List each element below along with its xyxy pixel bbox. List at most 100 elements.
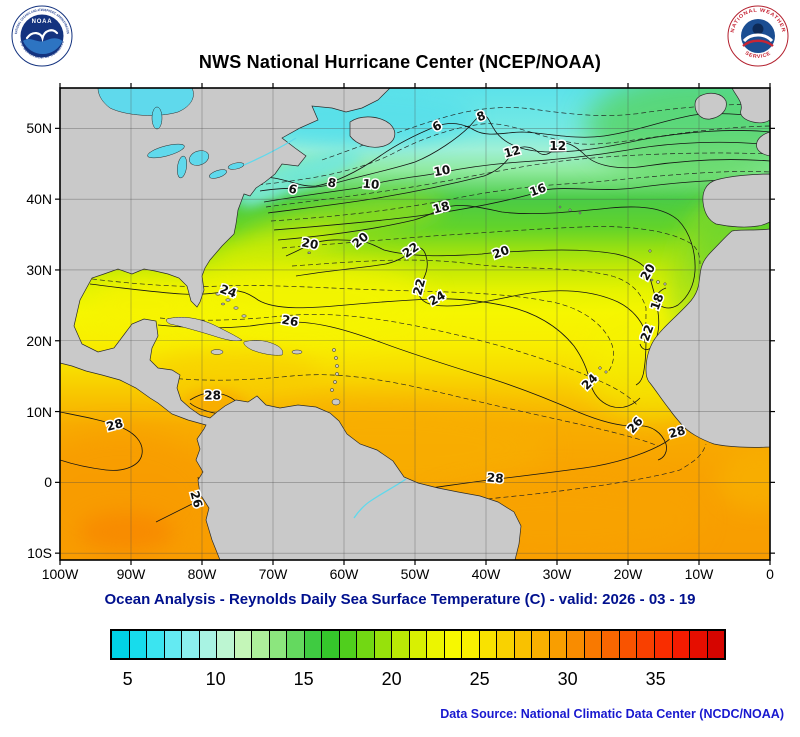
colorbar-cell	[636, 631, 654, 658]
lon-tick-label: 30W	[542, 566, 572, 582]
colorbar-tick-label: 35	[645, 669, 666, 689]
contour-label: 10	[362, 177, 380, 192]
colorbar-cell	[233, 631, 252, 658]
colorbar-cell	[531, 631, 549, 658]
page-title: NWS National Hurricane Center (NCEP/NOAA…	[198, 52, 602, 72]
colorbar-cell	[146, 631, 164, 658]
noaa-logo: NATIONAL OCEANIC AND ATMOSPHERIC ADMINIS…	[11, 5, 73, 67]
map-caption: Ocean Analysis - Reynolds Daily Sea Surf…	[104, 591, 696, 608]
lon-tick-label: 90W	[116, 566, 146, 582]
lat-tick-label: 0	[44, 474, 52, 491]
colorbar-cell	[251, 631, 269, 658]
colorbar-cell	[618, 631, 637, 658]
colorbar-cell	[128, 631, 147, 658]
lon-tick-label: 60W	[329, 566, 359, 582]
colorbar-cell	[671, 631, 690, 658]
islands-bahamas	[215, 292, 247, 318]
colorbar-cell	[689, 631, 707, 658]
contour-label: 12	[549, 139, 566, 153]
island-cuba	[166, 317, 243, 342]
noaa-emblem-sea	[23, 38, 63, 55]
island-puerto-rico	[291, 349, 303, 355]
colorbar-cell	[601, 631, 619, 658]
colorbar-ticks: 5 10 15 20 25 30 35	[110, 669, 726, 693]
landmass-africa	[645, 228, 770, 448]
colorbar-cell	[583, 631, 602, 658]
lat-tick-label: 30N	[26, 261, 52, 278]
colorbar-cell	[321, 631, 339, 658]
nws-ring-text-bottom: SERVICE	[744, 50, 772, 60]
colorbar-cell	[303, 631, 322, 658]
axis-ticks	[55, 83, 775, 565]
islands-azores	[558, 205, 582, 215]
island-madeira	[648, 249, 652, 253]
noaa-word: NOAA	[32, 19, 53, 25]
colorbar-cell	[426, 631, 444, 658]
lake-erie	[209, 169, 227, 179]
colorbar-cell	[356, 631, 374, 658]
colorbar-tick-label: 10	[205, 669, 226, 689]
colorbar-cell	[408, 631, 427, 658]
islands-cape-verde	[598, 366, 608, 374]
colorbar-cell	[181, 631, 199, 658]
lake-huron	[189, 150, 209, 166]
lat-tick-label: 20N	[26, 332, 52, 349]
map-frame	[59, 87, 771, 561]
contour-label: 12	[502, 143, 522, 161]
contour-lines-dashed	[83, 104, 770, 509]
colorbar-cell	[163, 631, 182, 658]
colorbar-cell	[216, 631, 234, 658]
contour-lines-solid	[60, 113, 770, 523]
nws-white-swoosh-icon	[742, 33, 774, 43]
contour-label: 20	[300, 235, 319, 252]
contour-label: 28	[204, 388, 221, 402]
colorbar-tick-label: 25	[469, 669, 490, 689]
island-trinidad	[331, 398, 341, 406]
colorbar-cells	[110, 629, 726, 660]
colorbar-cell	[286, 631, 304, 658]
data-source-note: Data Source: National Climatic Data Cent…	[440, 707, 784, 721]
lat-tick-label: 10S	[27, 545, 52, 562]
colorbar-cell	[706, 631, 725, 658]
colorbar-cell	[373, 631, 392, 658]
colorbar-cell	[478, 631, 497, 658]
islands-canary	[650, 278, 667, 286]
colorbar-tick-label: 20	[381, 669, 402, 689]
lat-tick-label: 50N	[26, 120, 52, 137]
lon-tick-label: 40W	[471, 566, 501, 582]
landmass-americas	[60, 88, 522, 560]
contour-label: 8	[327, 175, 338, 190]
landmass-britain	[731, 88, 770, 124]
contour-label: 10	[433, 162, 452, 179]
lake-superior	[147, 143, 185, 159]
colorbar-cell	[112, 631, 129, 658]
colorbar-cell	[548, 631, 567, 658]
grid-layer	[60, 88, 770, 560]
colorbar-cell	[338, 631, 357, 658]
island-bermuda	[307, 251, 311, 254]
hudson-bay	[97, 88, 194, 116]
islands-lesser-antilles	[330, 348, 339, 392]
noaa-gull-icon	[25, 29, 59, 43]
lon-tick-label: 70W	[258, 566, 288, 582]
lake-michigan	[177, 155, 187, 179]
lon-tick-label: 0	[766, 566, 774, 582]
contour-label: 22	[410, 277, 428, 297]
colorbar-cell	[198, 631, 217, 658]
colorbar-cell	[443, 631, 462, 658]
lon-tick-label: 10W	[684, 566, 714, 582]
nws-red-swoosh-icon	[742, 39, 774, 47]
lon-tick-label: 80W	[187, 566, 217, 582]
contour-label: 18	[431, 199, 451, 217]
james-bay	[151, 106, 163, 130]
land-layer	[60, 88, 770, 560]
colorbar-cell	[461, 631, 479, 658]
landmass-ireland	[694, 92, 727, 120]
amazon-river	[353, 478, 407, 519]
lon-tick-label: 20W	[613, 566, 643, 582]
colorbar-cell	[653, 631, 672, 658]
colorbar-tick-label: 15	[293, 669, 314, 689]
st-lawrence-river	[243, 137, 297, 166]
